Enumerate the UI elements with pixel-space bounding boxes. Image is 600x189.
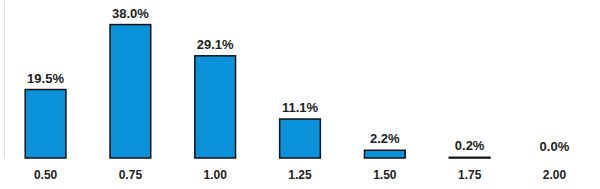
x-tick: 0.50 [34,158,58,182]
x-axis: 0.50 0.75 1.00 1.25 1.50 1.75 2.00 [5,158,597,182]
x-tick: 2.00 [543,158,567,182]
data-labels: 19.5% 38.0% 29.1% 11.1% 2.2% 0.2% 0.0% [27,6,570,154]
x-tick: 0.75 [119,158,143,182]
x-tick-label: 1.25 [288,168,312,182]
y-axis-line [4,1,5,159]
bar [25,90,66,158]
x-axis-line [5,158,597,159]
x-tick-label: 0.75 [119,168,143,182]
plot: 0.50 0.75 1.00 1.25 1.50 1.75 2.00 19.5% 38.0% 29… [5,1,597,182]
x-tick-label: 1.00 [204,168,228,182]
x-tick: 1.00 [204,158,228,182]
bar [195,56,236,158]
x-tick: 1.75 [458,158,482,182]
bar [364,150,405,158]
y-axis [4,1,5,159]
bar [534,157,575,159]
data-label: 29.1% [197,37,234,52]
data-label: 11.1% [282,100,319,115]
bars [25,25,490,158]
x-tick-label: 0.50 [34,168,58,182]
data-label: 0.2% [455,138,485,153]
data-label: 0.0% [540,139,570,154]
x-tick-label: 1.50 [373,168,397,182]
x-tick-label: 1.75 [458,168,482,182]
x-tick: 1.25 [288,158,312,182]
bar [449,157,490,159]
x-tick: 1.50 [373,158,397,182]
data-label: 2.2% [370,131,400,146]
data-label: 38.0% [112,6,149,21]
bar [280,119,321,158]
data-label: 19.5% [27,71,64,86]
bar [110,25,151,158]
chart: 0.50 0.75 1.00 1.25 1.50 1.75 2.00 19.5% 38.0% 29… [0,0,600,189]
x-tick-label: 2.00 [543,168,567,182]
